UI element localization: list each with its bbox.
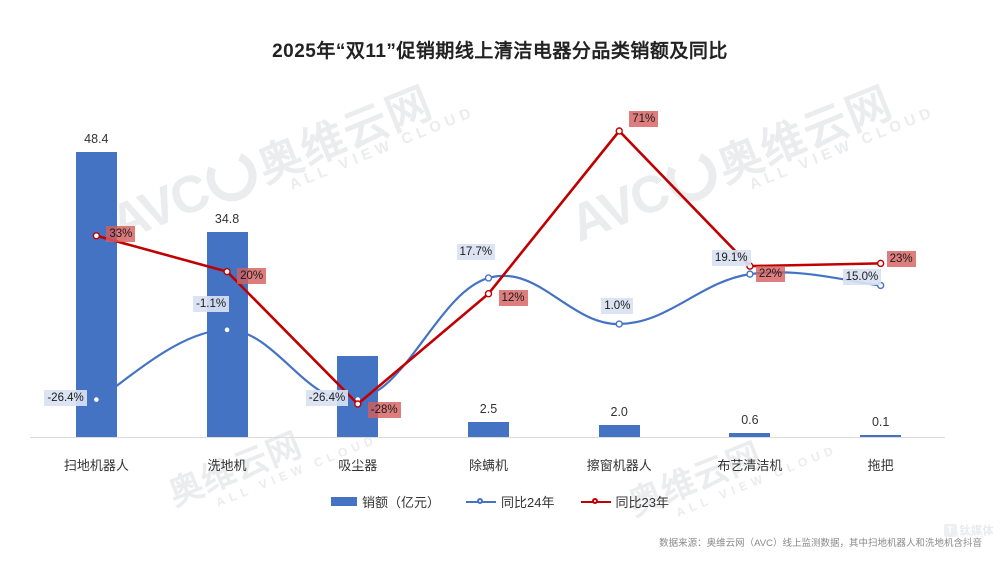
legend-bar-swatch-icon — [331, 497, 358, 506]
x-axis-label-6: 拖把 — [867, 458, 894, 473]
point-value-label: 22% — [755, 266, 785, 283]
tmtpost-sub-label: TMTPOST — [955, 533, 988, 539]
x-axis-label-1: 洗地机 — [207, 458, 247, 473]
data-point[interactable] — [223, 326, 231, 334]
bar-value-label: 34.8 — [214, 212, 240, 227]
data-point[interactable] — [92, 395, 101, 404]
x-axis-label-0: 扫地机器人 — [63, 458, 129, 473]
legend-label: 同比23年 — [615, 495, 669, 510]
x-axis-label-3: 除螨机 — [468, 458, 508, 473]
chart-legend: 销额（亿元） 同比24年 同比23年 — [0, 492, 1000, 511]
legend-label: 销额（亿元） — [362, 495, 441, 510]
point-value-label: -26.4% — [305, 389, 349, 406]
legend-label: 同比24年 — [501, 495, 555, 510]
bar-6[interactable] — [860, 435, 902, 437]
bar-value-label: 2.5 — [479, 402, 498, 417]
data-point[interactable] — [615, 320, 623, 328]
point-value-label: 17.7% — [456, 243, 496, 260]
tmtpost-label: 钛媒体 — [959, 525, 994, 537]
x-axis-label-2: 吸尘器 — [338, 458, 378, 473]
point-value-label: 33% — [106, 225, 136, 242]
bar-4[interactable] — [598, 425, 640, 437]
bar-3[interactable] — [468, 422, 509, 437]
point-value-label: 12% — [498, 289, 528, 306]
point-value-label: -1.1% — [193, 295, 230, 312]
tmtpost-watermark: T 钛媒体 TMTPOST — [943, 522, 995, 539]
x-axis-label-4: 擦窗机器人 — [586, 458, 652, 473]
point-value-label: 1.0% — [601, 298, 634, 315]
data-point[interactable] — [615, 127, 623, 135]
point-value-label: -26.4% — [44, 389, 87, 406]
data-point[interactable] — [223, 267, 231, 276]
bar-1[interactable] — [206, 232, 248, 437]
point-value-label: 71% — [629, 111, 659, 127]
data-point[interactable] — [484, 274, 493, 282]
bar-value-label: 0.1 — [871, 415, 890, 429]
legend-item-yoy24[interactable]: 同比24年 — [466, 492, 555, 511]
data-point[interactable] — [484, 289, 493, 298]
legend-item-sales[interactable]: 销额（亿元） — [331, 492, 440, 511]
bar-value-label: 2.0 — [610, 405, 628, 420]
tmtpost-logo-icon: T — [943, 523, 957, 537]
point-value-label: 20% — [237, 267, 267, 284]
legend-item-yoy23[interactable]: 同比23年 — [580, 492, 669, 511]
page-title: 2025年“双11”促销期线上清洁电器分品类销额及同比 — [272, 41, 728, 62]
x-axis-labels: 扫地机器人 洗地机 吸尘器 除螨机 擦窗机器人 布艺清洁机 拖把 — [0, 449, 1000, 473]
axis-baseline — [30, 437, 945, 438]
legend-line-swatch-icon — [466, 497, 497, 507]
legend-line-swatch-icon — [580, 497, 611, 507]
bar-5[interactable] — [729, 433, 771, 437]
point-value-label: 23% — [886, 251, 916, 268]
point-value-label: 19.1% — [711, 250, 751, 267]
source-note: 数据来源：奥维云网（AVC）线上监测数据，其中扫地机器人和洗地机含抖音 — [659, 538, 982, 549]
point-value-label: -28% — [367, 402, 401, 418]
data-point[interactable] — [354, 400, 362, 408]
bar-value-label: 0.6 — [741, 413, 759, 428]
data-point[interactable] — [746, 270, 754, 278]
data-point[interactable] — [92, 232, 101, 240]
data-point[interactable] — [876, 259, 885, 268]
point-value-label: 15.0% — [842, 269, 882, 286]
bar-value-label: 48.4 — [84, 132, 109, 146]
x-axis-label-5: 布艺清洁机 — [717, 458, 783, 473]
